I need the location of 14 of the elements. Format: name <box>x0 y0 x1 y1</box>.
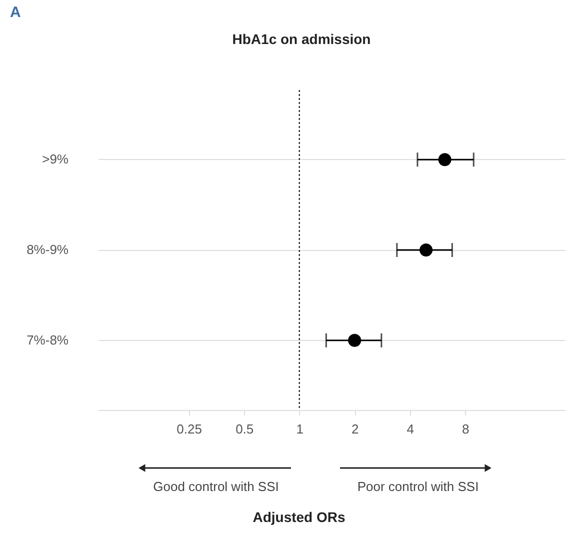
text: Adjusted ORs <box>252 509 346 525</box>
x-tick-label: 4 <box>406 422 414 436</box>
x-tick-label: 0.5 <box>236 422 254 436</box>
x-tick-label: 8 <box>462 422 470 436</box>
y-tick-label: >9% <box>42 152 69 167</box>
y-tick-label: 8%-9% <box>26 242 69 257</box>
text: A <box>10 4 21 21</box>
x-tick-label: 2 <box>351 422 359 436</box>
chart-title: HbA1c on admission <box>232 31 371 47</box>
y-tick-label: 7%-8% <box>26 332 69 348</box>
x-tick-label: 0.25 <box>176 422 202 436</box>
x-tick-label: 1 <box>296 422 304 436</box>
text: Good control with SSI <box>153 479 279 494</box>
text: Poor control with SSI <box>357 479 479 494</box>
